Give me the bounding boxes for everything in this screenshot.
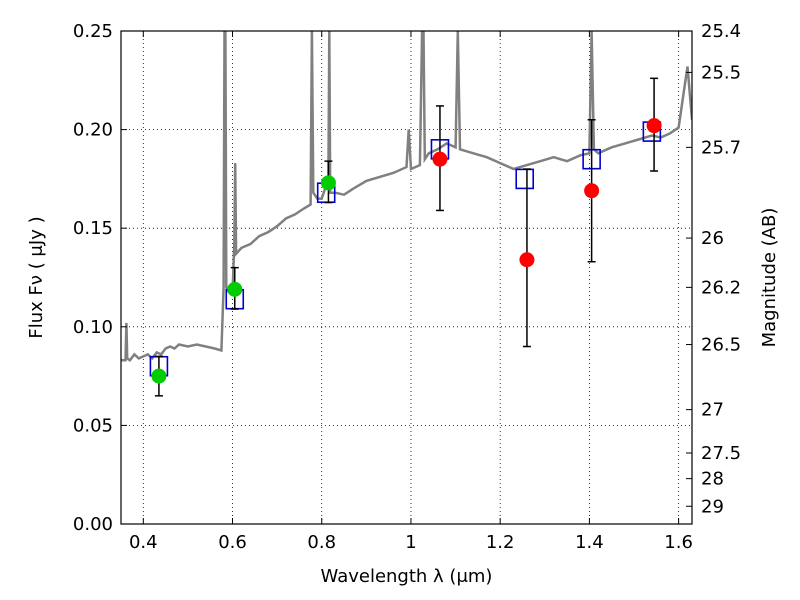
photometry-point xyxy=(584,183,600,199)
plot-frame xyxy=(120,30,693,525)
y2-tick-label: 27 xyxy=(701,400,724,421)
y2-tick-label: 26.2 xyxy=(701,277,741,298)
photometry-point xyxy=(320,175,336,191)
y2-tick-label: 26 xyxy=(701,228,724,249)
y-tick-label: 0.25 xyxy=(73,21,113,42)
y-tick-label: 0.05 xyxy=(73,415,113,436)
y-tick-label: 0.15 xyxy=(73,218,113,239)
photometry-point xyxy=(646,118,662,134)
error-bars-layer xyxy=(154,77,659,397)
y-tick-label: 0.00 xyxy=(73,514,113,535)
y2-tick-label: 28 xyxy=(701,469,724,490)
photometry-point xyxy=(227,281,243,297)
y-tick-label: 0.20 xyxy=(73,120,113,141)
photometry-point xyxy=(151,368,167,384)
x-tick-label: 0.6 xyxy=(218,532,247,553)
y2-tick-label: 25.5 xyxy=(701,62,741,83)
y-tick-label: 0.10 xyxy=(73,317,113,338)
spectrum-line xyxy=(121,31,692,363)
model-photometry-square xyxy=(515,168,535,190)
photometry-point xyxy=(519,252,535,268)
x-tick-label: 1.4 xyxy=(575,532,604,553)
photometry-point xyxy=(432,151,448,167)
y2-tick-label: 25.4 xyxy=(701,21,741,42)
x-tick-label: 0.8 xyxy=(307,532,336,553)
x-tick-label: 0.4 xyxy=(129,532,158,553)
spectrum-layer xyxy=(121,31,692,363)
y2-tick-label: 29 xyxy=(701,496,724,517)
y2-tick-label: 27.5 xyxy=(701,443,741,464)
x-tick-label: 1.6 xyxy=(664,532,693,553)
y-axis-label: Flux Fν ( μJy ) xyxy=(26,216,47,338)
x-axis-label: Wavelength λ (μm) xyxy=(321,566,493,587)
photometry-points-layer xyxy=(151,118,662,384)
grid xyxy=(121,30,692,525)
y2-axis-label: Magnitude (AB) xyxy=(759,208,780,348)
x-tick-label: 1 xyxy=(405,532,416,553)
y2-tick-label: 25.7 xyxy=(701,137,741,158)
ticks: 0.4 0.6 0.8 1 1.2 1.4 1.6 0.00 0.05 0.10 0.15 0.20 0… xyxy=(73,21,741,553)
x-tick-label: 1.2 xyxy=(486,532,515,553)
y2-tick-label: 26.5 xyxy=(701,335,741,356)
